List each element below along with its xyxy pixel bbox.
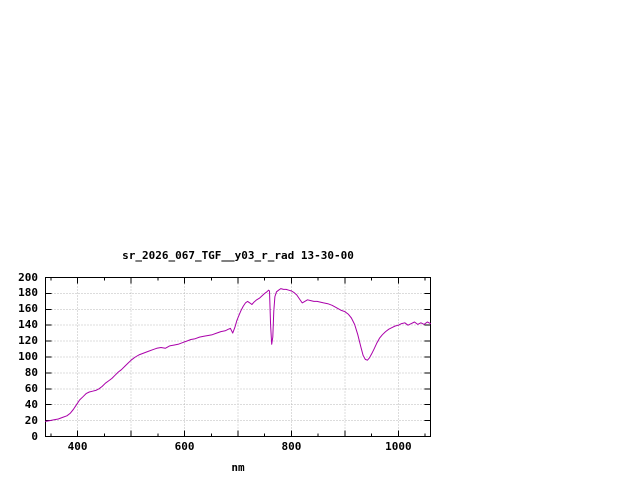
x-tick-label: 400 [67, 440, 88, 453]
y-tick-label: 160 [18, 302, 38, 316]
y-tick-label: 180 [18, 286, 38, 300]
y-tick-label: 40 [24, 397, 38, 411]
y-tick-label: 140 [18, 318, 38, 332]
y-tick-label: 200 [18, 270, 38, 284]
y-tick-label: 20 [24, 413, 38, 427]
y-tick-label: 120 [18, 334, 38, 348]
x-tick-label: 600 [174, 440, 195, 453]
y-tick-label: 60 [24, 381, 38, 395]
x-tick-label: 1000 [385, 440, 412, 453]
y-tick-label: 0 [31, 429, 38, 443]
data-series-line [45, 288, 431, 422]
chart-title: sr_2026_067_TGF__y03_r_rad 13-30-00 [122, 249, 354, 262]
plot-border [45, 277, 431, 437]
y-tick-label: 100 [18, 350, 38, 363]
y-tick-label: 80 [24, 365, 38, 379]
x-axis-label: nm [231, 461, 245, 474]
x-tick-label: 800 [281, 440, 302, 453]
